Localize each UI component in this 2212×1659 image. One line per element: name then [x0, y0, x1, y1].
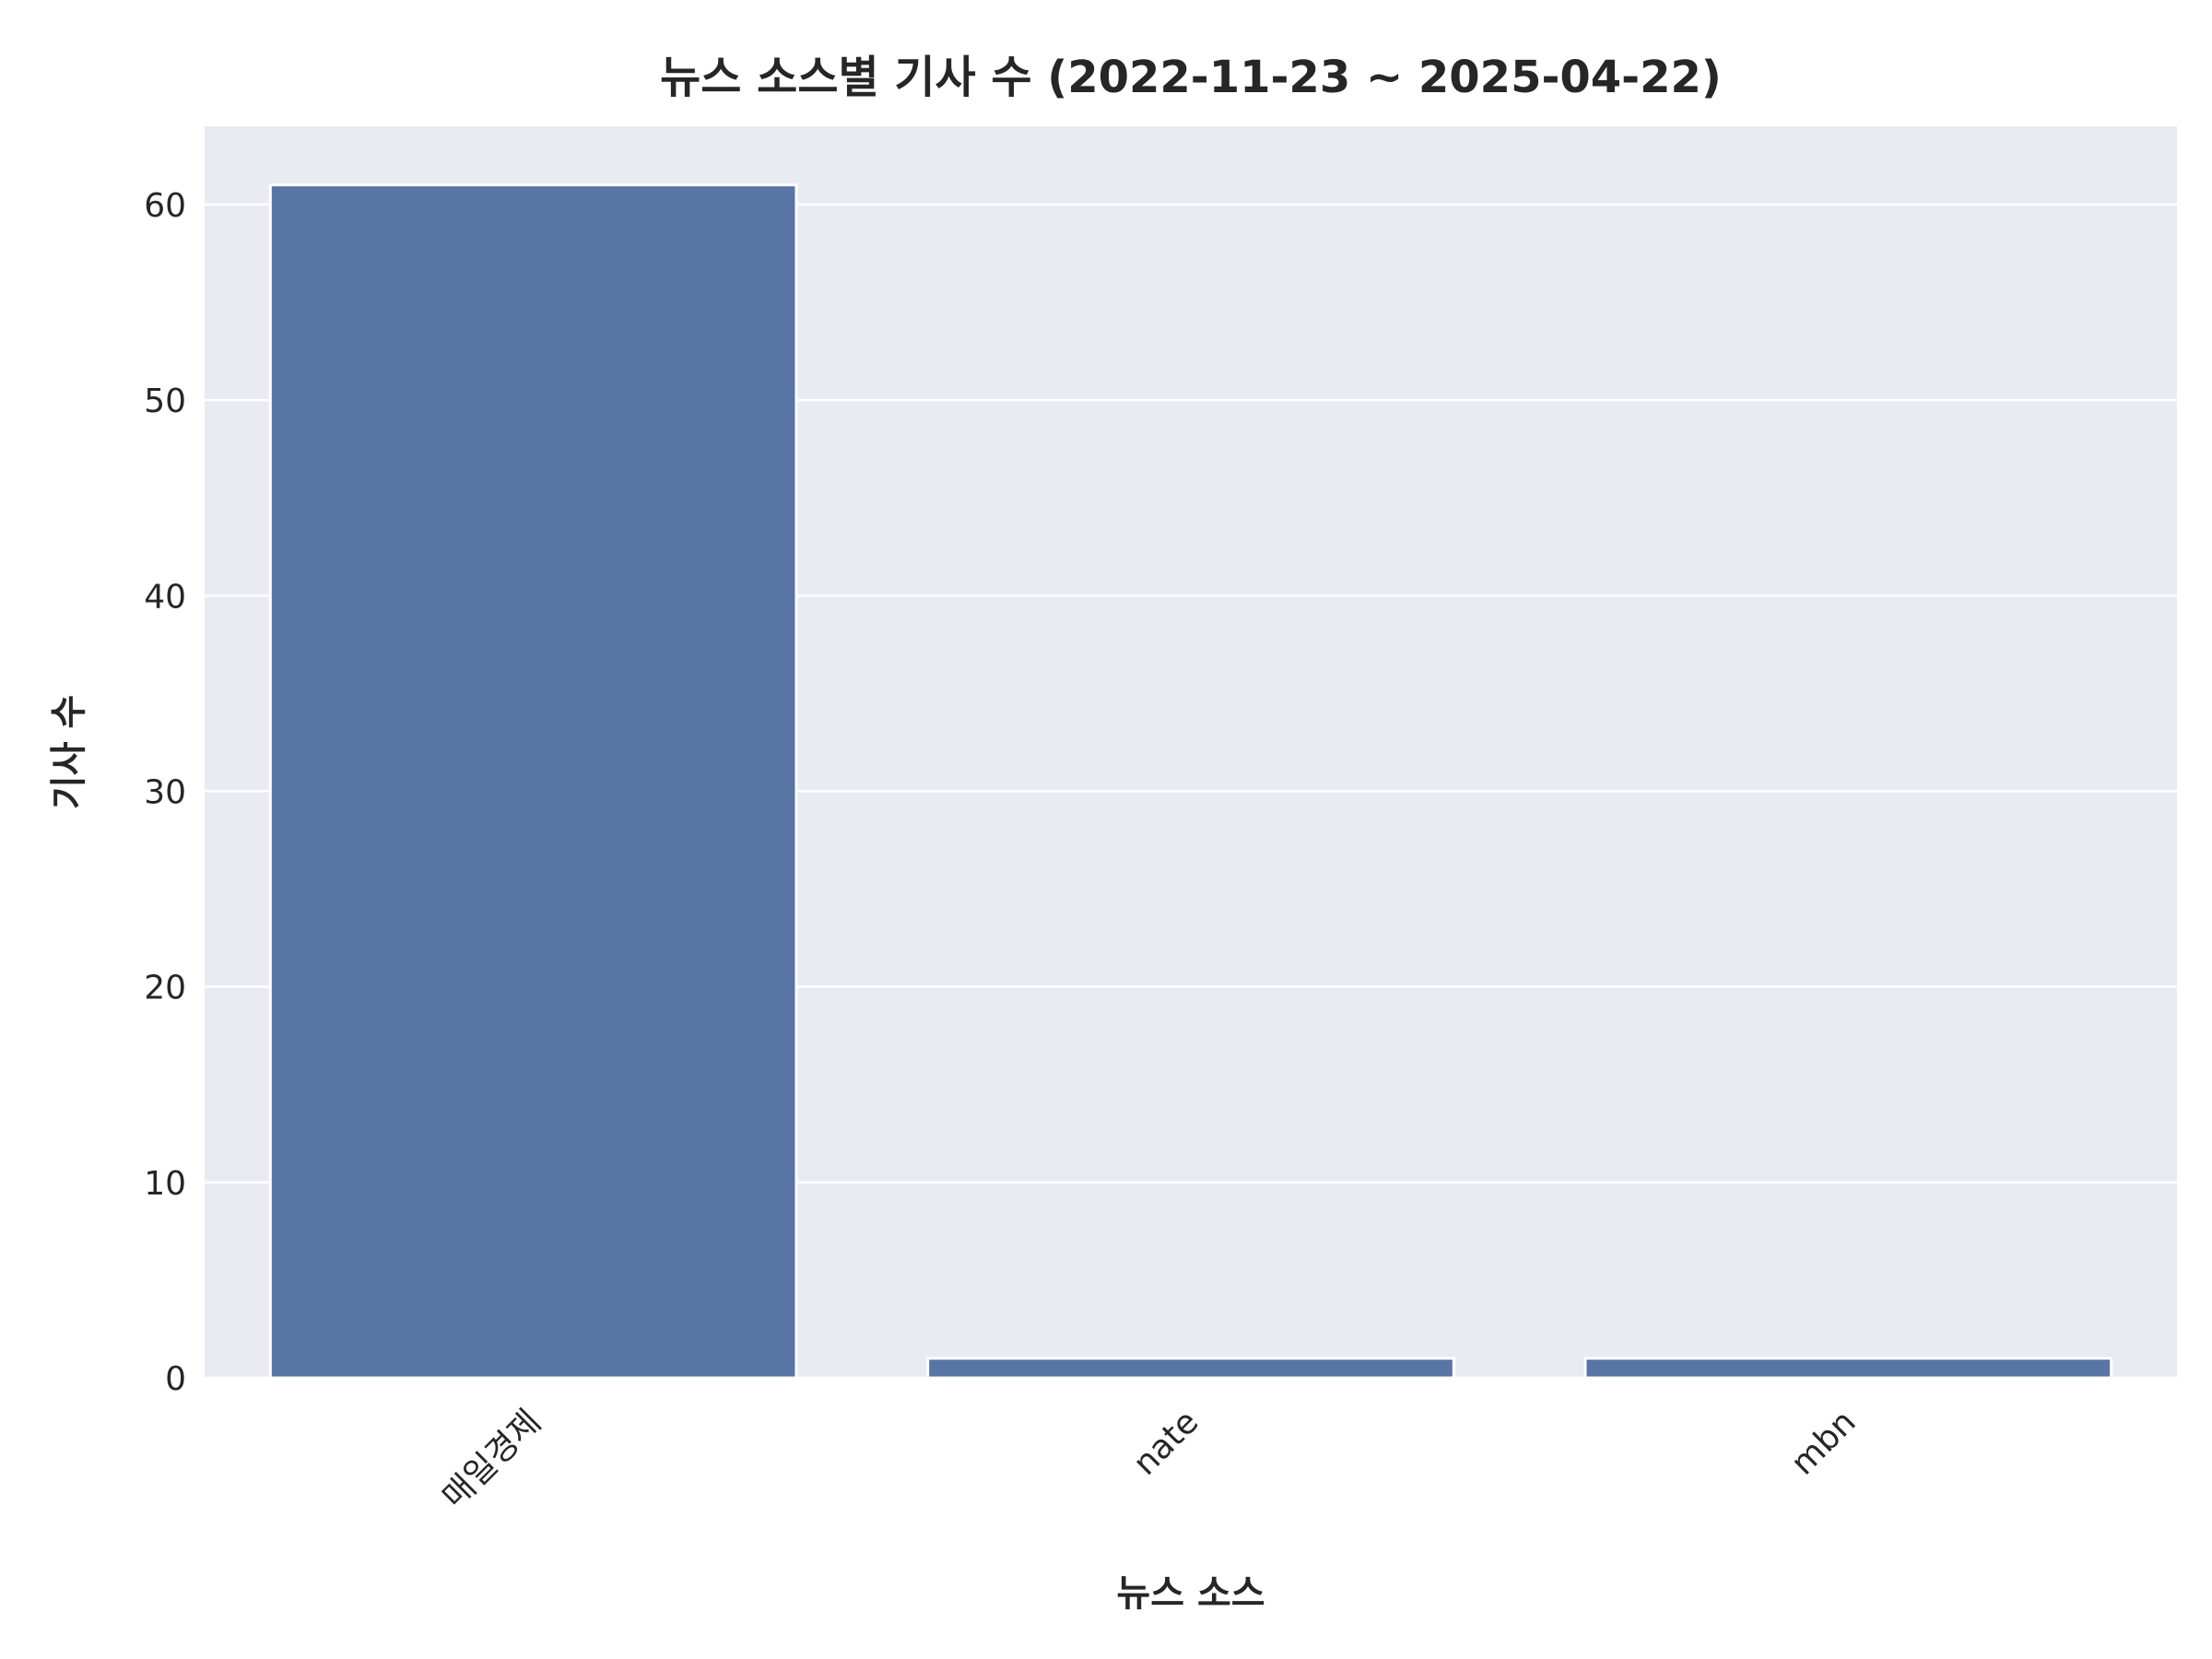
- y-tick-label: 30: [144, 773, 186, 811]
- y-axis-label: 기사 수: [48, 695, 90, 809]
- x-axis-label: 뉴스 소스: [1116, 1572, 1265, 1615]
- y-tick-label: 50: [144, 382, 186, 420]
- x-tick-label: mbn: [1784, 1403, 1864, 1482]
- chart-title: 뉴스 소스별 기사 수 (2022-11-23 ~ 2025-04-22): [660, 52, 1722, 103]
- y-tick-label: 10: [144, 1165, 186, 1203]
- y-tick-label: 20: [144, 970, 186, 1007]
- bar-0: [268, 183, 798, 1380]
- y-tick-labels: 0 10 20 30 40 50 60: [144, 187, 186, 1398]
- y-tick-label: 40: [144, 578, 186, 616]
- y-tick-label: 0: [165, 1360, 186, 1398]
- y-tick-label: 60: [144, 187, 186, 225]
- x-tick-label: nate: [1126, 1403, 1206, 1482]
- x-tick-label: 매일경제: [435, 1403, 548, 1516]
- bars: [268, 183, 2113, 1380]
- x-tick-labels: 매일경제 nate mbn: [435, 1403, 1863, 1516]
- bar-2: [1583, 1357, 2113, 1380]
- bar-1: [926, 1357, 1455, 1380]
